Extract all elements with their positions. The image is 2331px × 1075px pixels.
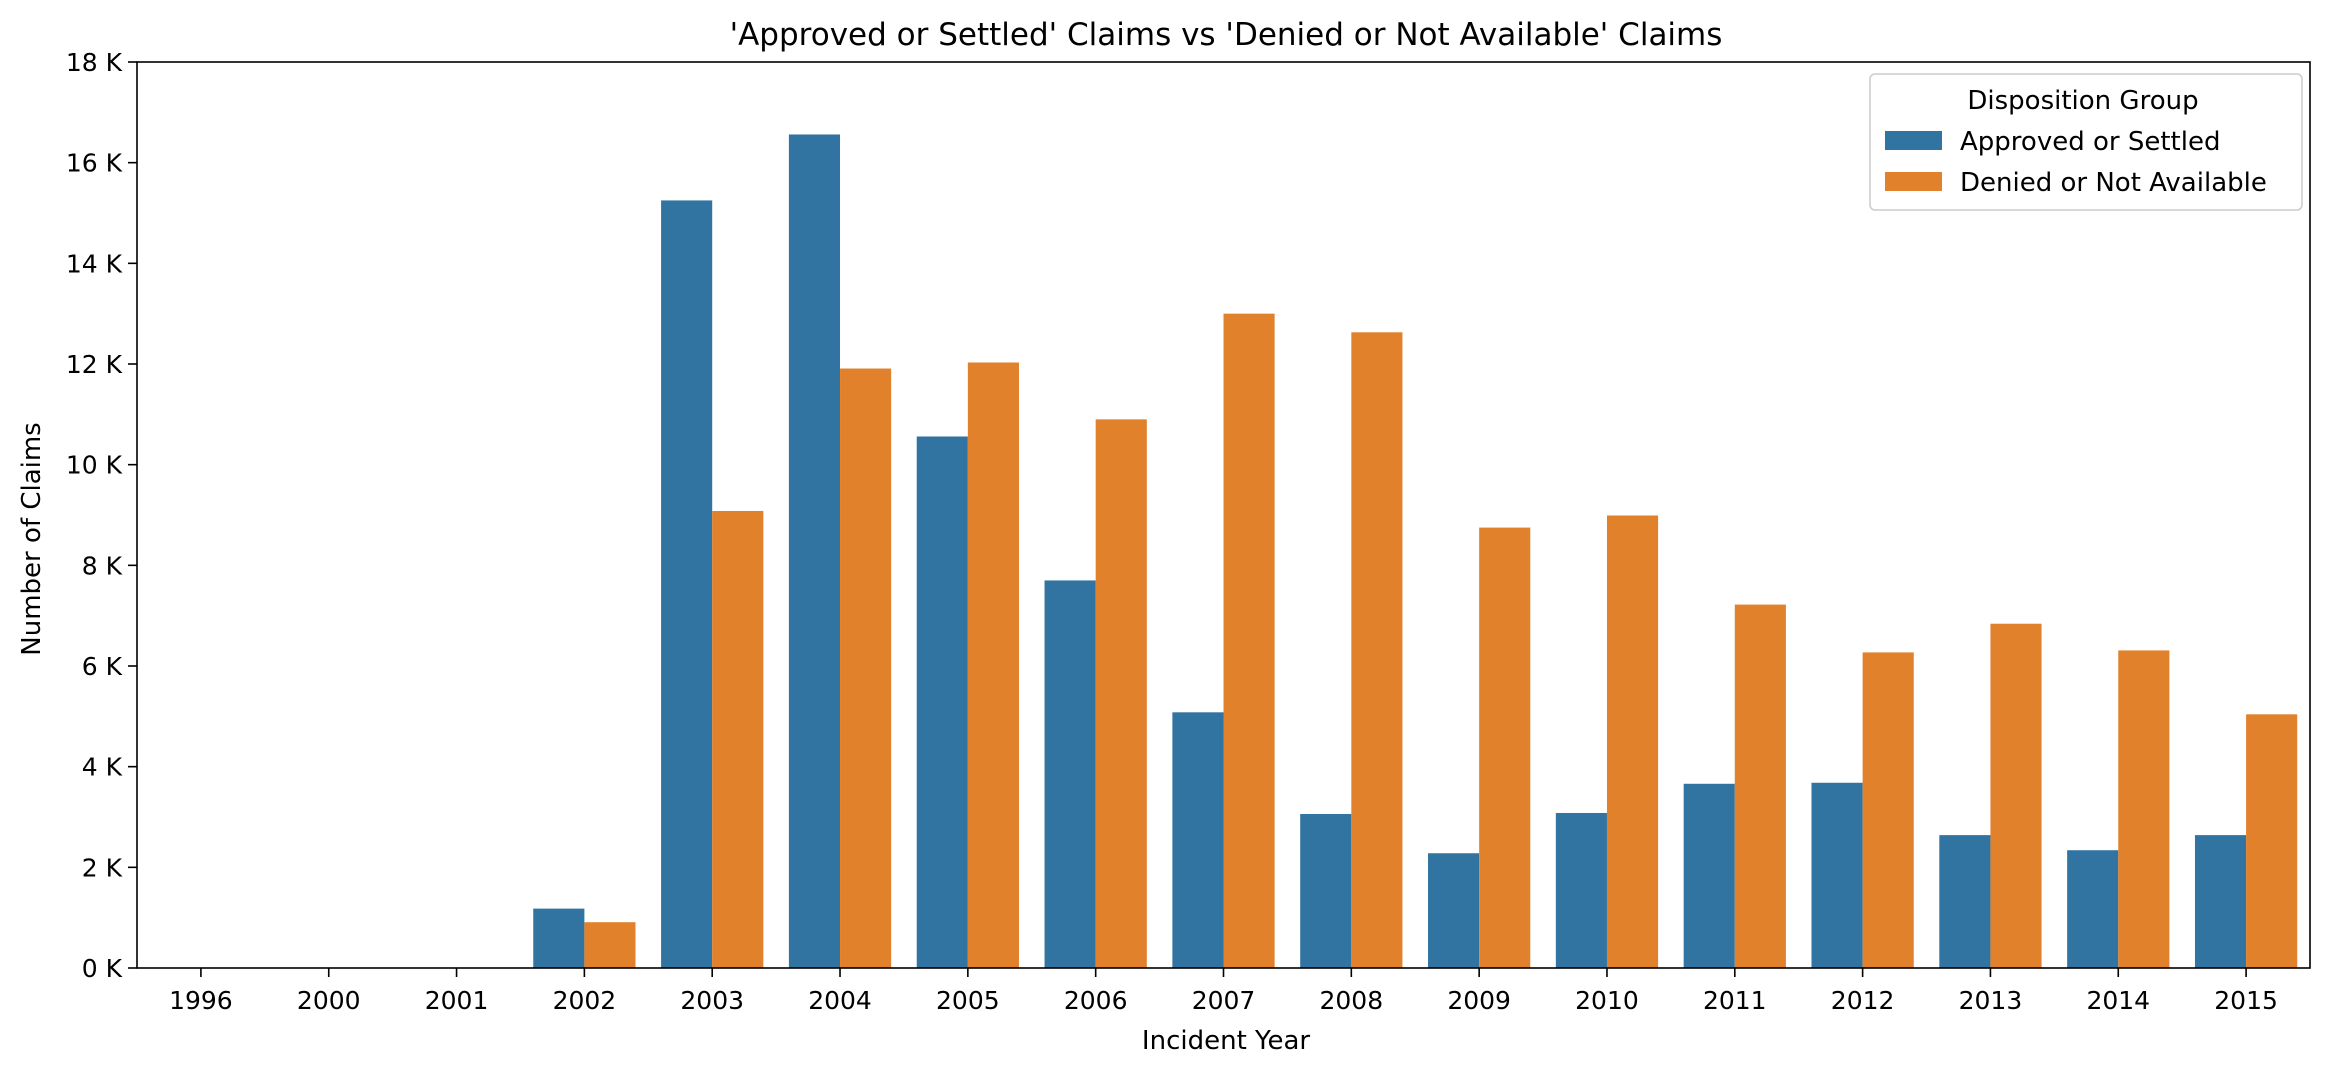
x-tick-label-1996: 1996 (169, 986, 233, 1015)
bar-denied-2012 (1862, 652, 1914, 968)
y-tick-label: 10 K (66, 451, 123, 480)
bar-approved-2012 (1811, 782, 1863, 968)
x-tick-label-2001: 2001 (425, 986, 489, 1015)
legend-box (1869, 73, 2303, 211)
x-tick-label-2006: 2006 (1064, 986, 1128, 1015)
bar-denied-2004 (840, 368, 892, 968)
y-tick-label: 18 K (66, 48, 123, 77)
chart-title: 'Approved or Settled' Claims vs 'Denied … (730, 17, 1723, 53)
legend-swatch-denied (1885, 172, 1942, 191)
y-tick-label: 0 K (82, 954, 123, 983)
bar-approved-2013 (1939, 835, 1991, 968)
x-tick-label-2004: 2004 (808, 986, 872, 1015)
y-tick-label: 8 K (82, 551, 123, 580)
y-tick-label: 14 K (66, 249, 123, 278)
y-tick-label: 16 K (66, 149, 123, 178)
y-axis: 0 K 2 K 4 K 6 K 8 K 10 K 12 K 14 K 16 K 18 K (66, 48, 137, 983)
bar-approved-2005 (916, 436, 968, 969)
x-tick-label-2014: 2014 (2086, 986, 2150, 1015)
bars-layer (533, 134, 2298, 969)
bar-denied-2008 (1351, 332, 1403, 968)
bar-denied-2005 (967, 362, 1019, 968)
bar-approved-2004 (788, 134, 841, 969)
bar-denied-2013 (1990, 623, 2042, 968)
y-tick-label: 2 K (82, 853, 123, 882)
bar-denied-2002 (584, 922, 636, 968)
x-tick-label-2009: 2009 (1447, 986, 1511, 1015)
bar-approved-2011 (1683, 783, 1735, 968)
bar-denied-2006 (1095, 419, 1147, 968)
x-tick-label-2002: 2002 (553, 986, 617, 1015)
bar-approved-2008 (1300, 813, 1352, 968)
x-tick-label-2007: 2007 (1192, 986, 1256, 1015)
bar-denied-2015 (2246, 714, 2298, 968)
bar-denied-2010 (1606, 515, 1659, 968)
bar-approved-2015 (2194, 835, 2247, 968)
y-tick-label: 6 K (82, 652, 123, 681)
legend-title: Disposition Group (1967, 86, 2198, 116)
bar-denied-2011 (1734, 604, 1786, 968)
bar-approved-2007 (1172, 712, 1224, 968)
x-tick-label-2013: 2013 (1959, 986, 2023, 1015)
legend-label-approved: Approved or Settled (1960, 127, 2220, 157)
x-tick-label-2010: 2010 (1575, 986, 1639, 1015)
x-tick-label-2012: 2012 (1831, 986, 1895, 1015)
plot-frame (136, 61, 2311, 969)
bar-approved-2003 (661, 200, 713, 969)
bar-approved-2014 (2067, 850, 2119, 968)
legend: Disposition Group Approved or Settled De… (1869, 73, 2303, 211)
bar-denied-2007 (1223, 313, 1275, 968)
y-tick-label: 12 K (66, 350, 123, 379)
x-axis-label: Incident Year (1142, 1026, 1310, 1056)
x-tick-label-2005: 2005 (936, 986, 1000, 1015)
bar-denied-2003 (712, 510, 764, 968)
x-axis: 1996 2000 2001 2002 2003 2004 2005 2006 2007 2008… (169, 968, 2278, 1015)
x-tick-label-2000: 2000 (297, 986, 361, 1015)
bar-approved-2002 (533, 908, 585, 968)
y-tick-label: 4 K (82, 753, 123, 782)
bar-denied-2014 (2118, 650, 2170, 968)
x-tick-label-2011: 2011 (1703, 986, 1767, 1015)
x-tick-label-2003: 2003 (680, 986, 744, 1015)
bar-approved-2010 (1555, 812, 1607, 968)
bar-denied-2009 (1479, 527, 1531, 968)
bar-approved-2006 (1044, 580, 1096, 968)
bar-approved-2009 (1428, 853, 1480, 968)
legend-label-denied: Denied or Not Available (1960, 168, 2267, 198)
legend-swatch-approved (1885, 131, 1942, 150)
x-tick-label-2008: 2008 (1320, 986, 1384, 1015)
y-axis-label: Number of Claims (17, 422, 47, 655)
x-tick-label-2015: 2015 (2214, 986, 2278, 1015)
